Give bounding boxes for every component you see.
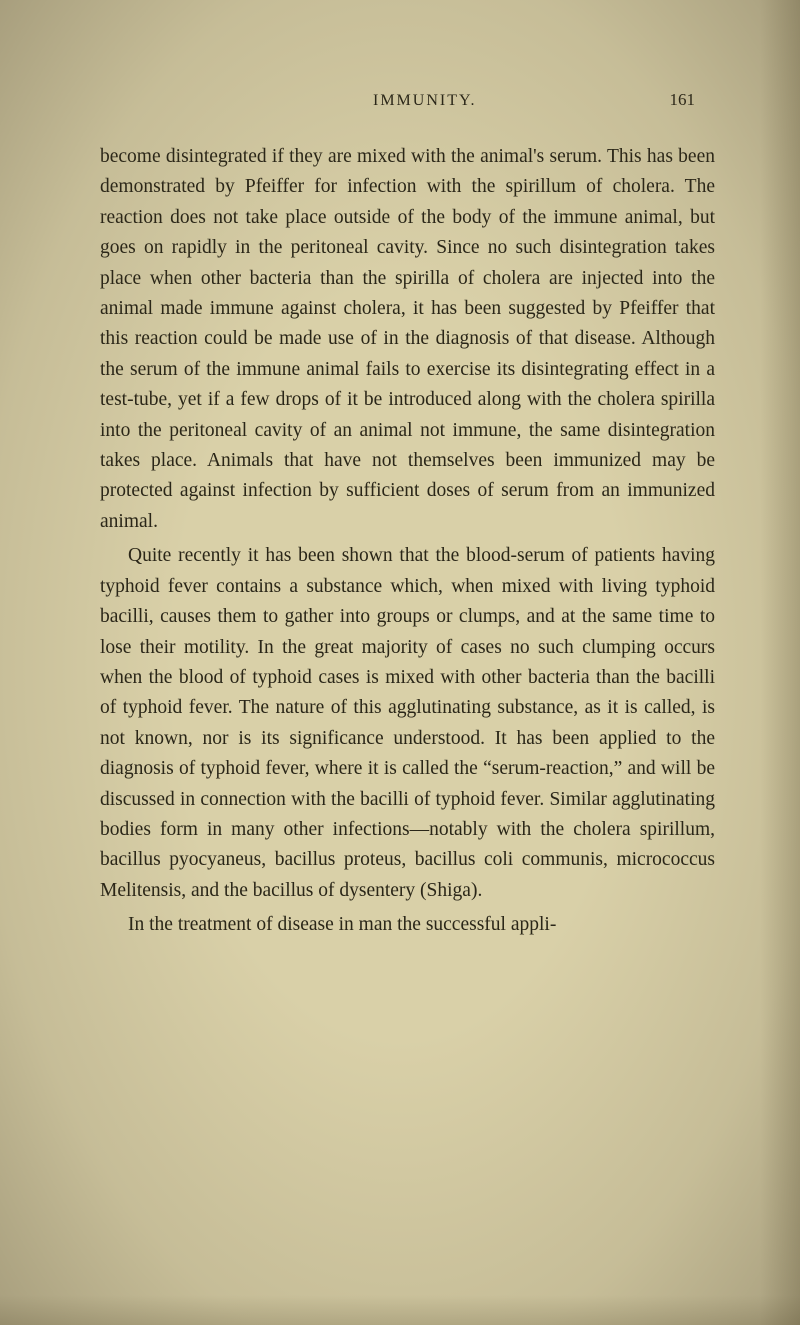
body-text: become disintegrated if they are mixed w…: [100, 142, 715, 941]
paragraph-2: Quite recently it has been shown that th…: [100, 541, 715, 906]
page-header: IMMUNITY. 161: [100, 90, 715, 110]
header-title: IMMUNITY.: [180, 92, 670, 110]
paragraph-3: In the treatment of disease in man the s…: [100, 910, 715, 940]
paragraph-1: become disintegrated if they are mixed w…: [100, 142, 715, 537]
page-shadow-bottom: [0, 1295, 800, 1325]
page-number: 161: [670, 90, 696, 110]
document-page: IMMUNITY. 161 become disintegrated if th…: [0, 0, 800, 1005]
